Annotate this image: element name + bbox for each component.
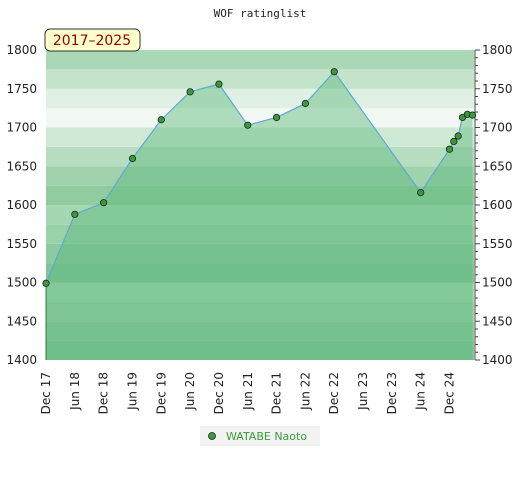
data-point <box>128 154 137 163</box>
y-tick-label-right: 1650 <box>482 159 513 173</box>
band <box>46 243 474 264</box>
x-tick-label: Dec 21 <box>270 372 284 414</box>
x-tick-label: Jun 18 <box>68 372 82 411</box>
x-tick-label: Dec 23 <box>385 372 399 414</box>
data-point <box>417 189 425 197</box>
band <box>46 69 474 89</box>
y-tick-label-left: 1650 <box>6 159 37 173</box>
y-tick-label-left: 1750 <box>6 82 37 96</box>
band <box>46 166 474 186</box>
data-point <box>454 132 462 140</box>
y-tick-label-left: 1400 <box>6 353 37 367</box>
band <box>46 205 474 225</box>
data-point <box>215 80 223 88</box>
y-tick-label-right: 1500 <box>482 276 513 290</box>
data-point <box>330 68 338 76</box>
y-tick-label-right: 1600 <box>482 198 513 212</box>
y-tick-label-right: 1750 <box>482 82 513 96</box>
x-tick-label: Jun 19 <box>125 372 139 411</box>
y-tick-label-left: 1450 <box>6 314 37 328</box>
x-tick-label: Dec 24 <box>443 372 457 414</box>
y-tick-label-right: 1550 <box>482 237 513 251</box>
y-tick-label-left: 1550 <box>6 237 37 251</box>
legend: WATABE Naoto <box>200 426 320 446</box>
background-bands <box>46 50 474 360</box>
legend-label: WATABE Naoto <box>226 430 307 443</box>
x-tick-label: Jun 22 <box>298 372 312 411</box>
data-point <box>157 116 165 124</box>
band <box>46 185 474 205</box>
x-tick-label: Jun 20 <box>183 372 197 411</box>
x-tick-label: Jun 23 <box>356 372 370 411</box>
y-tick-label-left: 1800 <box>6 43 37 57</box>
band <box>46 108 474 128</box>
period-badge-box <box>44 28 141 52</box>
data-point <box>186 88 194 96</box>
x-tick-label: Dec 20 <box>212 372 226 414</box>
data-point <box>450 137 458 146</box>
period-badge: 2017–2025 <box>44 28 141 52</box>
legend-marker <box>208 432 216 440</box>
data-point <box>100 199 108 207</box>
y-tick-label-left: 1700 <box>6 121 37 135</box>
data-point <box>272 113 281 122</box>
band <box>46 146 474 167</box>
data-point <box>71 210 79 218</box>
y-tick-label-right: 1450 <box>482 314 513 328</box>
x-tick-label: Dec 18 <box>97 372 111 414</box>
period-badge-text: 2017–2025 <box>53 33 131 49</box>
band <box>46 340 474 360</box>
y-tick-label-right: 1800 <box>482 43 513 57</box>
data-point <box>468 111 477 119</box>
area-fill <box>46 71 473 360</box>
band <box>46 224 474 244</box>
data-point <box>244 121 252 129</box>
y-tick-label-left: 1500 <box>6 276 37 290</box>
band <box>46 50 474 70</box>
band <box>46 127 474 147</box>
axes: 1400 1400 1450 1450 1500 1500 1550 1550 1600 1600… <box>6 43 512 414</box>
y-tick-label-right: 1700 <box>482 121 513 135</box>
band <box>46 321 474 341</box>
data-point <box>445 145 454 153</box>
band <box>46 301 474 322</box>
legend-box <box>200 426 320 446</box>
x-tick-label: Dec 19 <box>154 372 168 414</box>
chart-title: WOF ratinglist <box>214 7 307 20</box>
x-tick-label: Jun 24 <box>414 372 428 411</box>
band <box>46 282 474 302</box>
band <box>46 263 474 283</box>
band <box>46 88 474 109</box>
data-point <box>42 279 50 287</box>
x-tick-label: Dec 22 <box>327 372 341 414</box>
data-point <box>301 99 309 108</box>
data-points <box>42 68 477 287</box>
y-tick-label-right: 1400 <box>482 353 513 367</box>
x-tick-label: Dec 17 <box>39 372 53 414</box>
y-tick-label-left: 1600 <box>6 198 37 212</box>
x-tick-label: Jun 21 <box>241 372 255 411</box>
